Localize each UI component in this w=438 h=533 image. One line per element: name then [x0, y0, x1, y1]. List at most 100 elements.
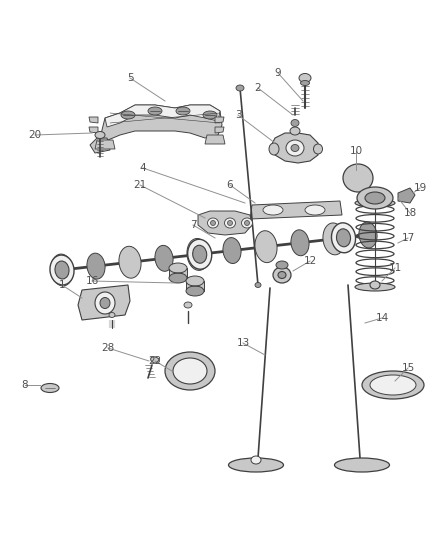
Ellipse shape: [176, 107, 190, 115]
Text: 4: 4: [140, 163, 146, 173]
Text: 18: 18: [403, 208, 417, 218]
Polygon shape: [186, 281, 204, 291]
Ellipse shape: [263, 205, 283, 215]
Ellipse shape: [355, 283, 395, 291]
Ellipse shape: [223, 238, 241, 263]
Ellipse shape: [173, 358, 207, 384]
Ellipse shape: [370, 375, 416, 395]
Ellipse shape: [186, 276, 204, 286]
Ellipse shape: [121, 111, 135, 119]
Ellipse shape: [357, 187, 393, 209]
Ellipse shape: [251, 456, 261, 464]
Text: 10: 10: [350, 146, 363, 156]
Text: 12: 12: [304, 256, 317, 266]
Ellipse shape: [119, 246, 141, 278]
Ellipse shape: [291, 119, 299, 126]
Ellipse shape: [186, 286, 204, 296]
Ellipse shape: [336, 229, 350, 247]
Ellipse shape: [51, 254, 73, 286]
Polygon shape: [89, 117, 98, 123]
Ellipse shape: [273, 267, 291, 283]
Polygon shape: [169, 268, 187, 278]
Ellipse shape: [332, 223, 356, 253]
Text: 6: 6: [227, 180, 233, 190]
Ellipse shape: [370, 281, 380, 289]
Ellipse shape: [269, 143, 279, 155]
Ellipse shape: [323, 223, 345, 255]
Ellipse shape: [290, 127, 300, 135]
Ellipse shape: [187, 238, 209, 270]
Ellipse shape: [255, 231, 277, 263]
Ellipse shape: [95, 132, 105, 139]
Ellipse shape: [365, 192, 385, 204]
Ellipse shape: [355, 199, 395, 207]
Ellipse shape: [229, 458, 283, 472]
Polygon shape: [89, 127, 98, 133]
Ellipse shape: [225, 218, 236, 228]
Ellipse shape: [55, 261, 69, 279]
Ellipse shape: [151, 357, 159, 363]
Polygon shape: [398, 188, 415, 203]
Ellipse shape: [255, 282, 261, 287]
Ellipse shape: [314, 144, 322, 154]
Polygon shape: [270, 133, 318, 163]
Polygon shape: [105, 105, 220, 127]
Text: 21: 21: [134, 180, 147, 190]
Text: 15: 15: [401, 363, 415, 373]
Ellipse shape: [343, 164, 373, 192]
Ellipse shape: [41, 384, 59, 392]
Text: 8: 8: [22, 380, 28, 390]
Ellipse shape: [100, 297, 110, 309]
Polygon shape: [250, 201, 342, 219]
Ellipse shape: [148, 107, 162, 115]
Ellipse shape: [362, 371, 424, 399]
Ellipse shape: [241, 218, 252, 228]
Ellipse shape: [169, 263, 187, 273]
Text: 9: 9: [275, 68, 281, 78]
Ellipse shape: [193, 245, 207, 263]
Ellipse shape: [155, 245, 173, 271]
Ellipse shape: [236, 85, 244, 91]
Polygon shape: [215, 127, 224, 133]
Polygon shape: [100, 105, 222, 140]
Ellipse shape: [211, 221, 215, 225]
Polygon shape: [205, 135, 225, 144]
Ellipse shape: [95, 292, 115, 314]
Text: 11: 11: [389, 263, 402, 273]
Ellipse shape: [305, 205, 325, 215]
Ellipse shape: [169, 273, 187, 283]
Ellipse shape: [299, 74, 311, 83]
Text: 20: 20: [28, 130, 42, 140]
Text: 28: 28: [101, 343, 115, 353]
Polygon shape: [95, 140, 115, 149]
Text: 22: 22: [148, 356, 162, 366]
Text: 7: 7: [190, 220, 196, 230]
Ellipse shape: [165, 352, 215, 390]
Polygon shape: [78, 285, 130, 320]
Text: 5: 5: [127, 73, 133, 83]
Ellipse shape: [278, 271, 286, 279]
Ellipse shape: [227, 221, 233, 225]
Polygon shape: [215, 117, 224, 123]
Text: 13: 13: [237, 338, 250, 348]
Ellipse shape: [208, 218, 219, 228]
Ellipse shape: [184, 302, 192, 308]
Ellipse shape: [300, 80, 310, 85]
Text: 19: 19: [413, 183, 427, 193]
Ellipse shape: [203, 111, 217, 119]
Ellipse shape: [244, 221, 250, 225]
Ellipse shape: [187, 239, 212, 269]
Ellipse shape: [286, 140, 304, 156]
Polygon shape: [90, 138, 110, 153]
Polygon shape: [198, 211, 252, 235]
Ellipse shape: [291, 144, 299, 151]
Text: 3: 3: [235, 110, 241, 120]
Ellipse shape: [291, 230, 309, 256]
Ellipse shape: [359, 222, 377, 248]
Ellipse shape: [276, 261, 288, 269]
Text: 2: 2: [254, 83, 261, 93]
Ellipse shape: [87, 253, 105, 279]
Ellipse shape: [50, 255, 74, 285]
Ellipse shape: [335, 458, 389, 472]
Text: 16: 16: [85, 276, 99, 286]
